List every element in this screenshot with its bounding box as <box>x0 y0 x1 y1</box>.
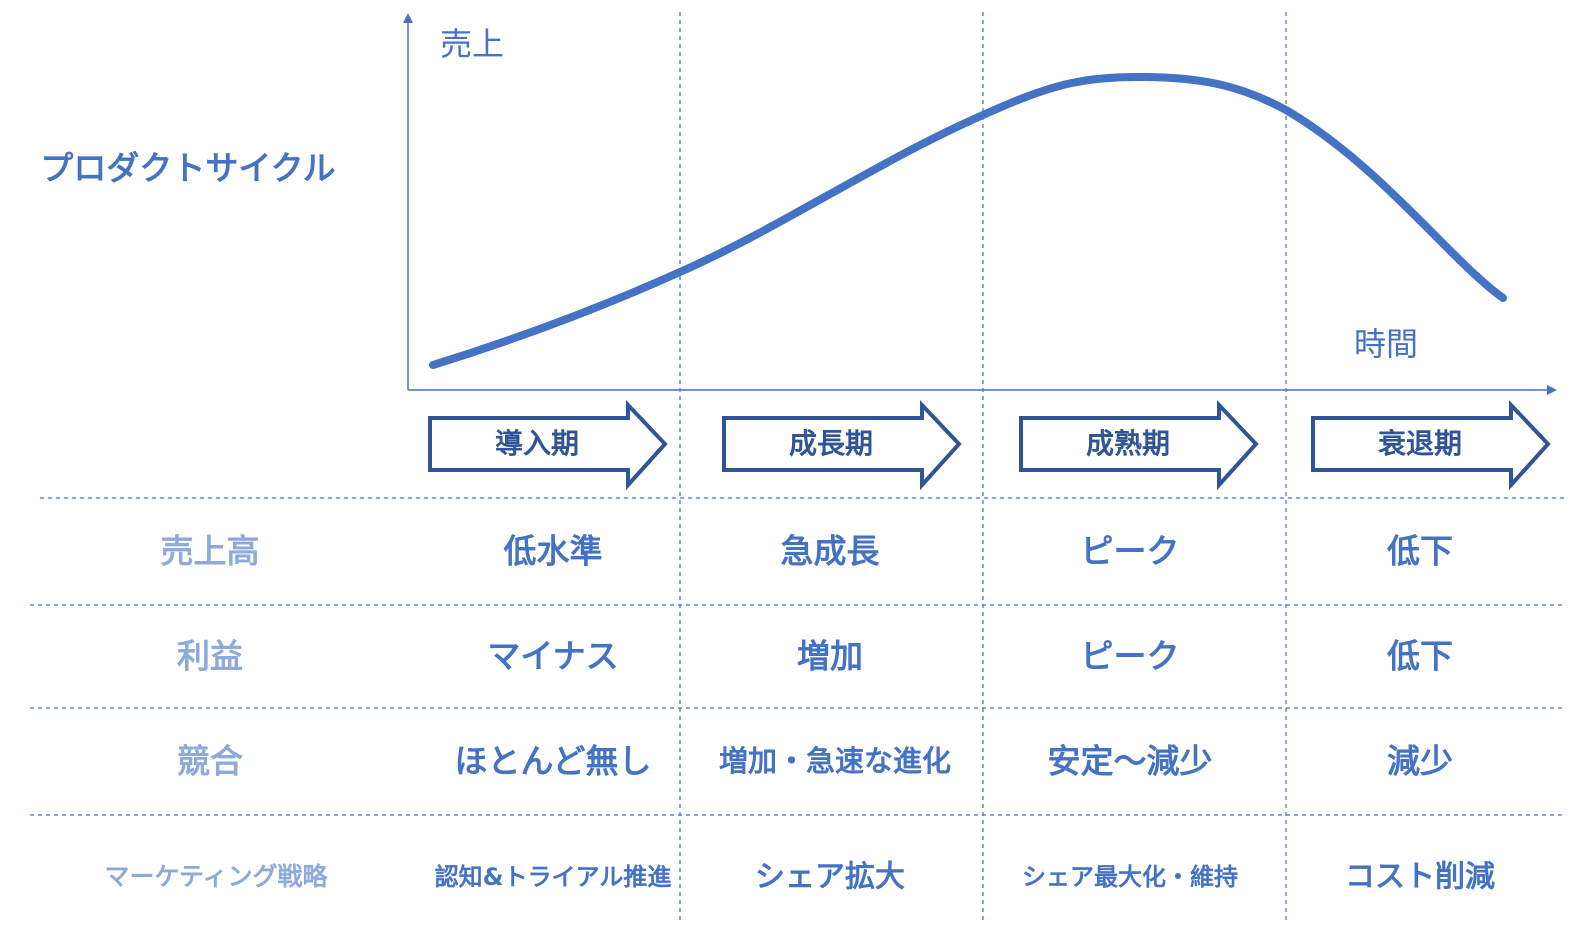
grid <box>30 12 1565 920</box>
cell: マイナス <box>487 637 618 676</box>
row-label: 売上高 <box>161 532 260 571</box>
cell: 低水準 <box>504 532 603 571</box>
cell: 安定～減少 <box>1048 742 1213 781</box>
stage-arrow <box>1019 399 1259 491</box>
y-axis-label: 売上 <box>440 25 504 63</box>
stage-arrow <box>722 399 962 491</box>
cell: 低下 <box>1387 532 1453 571</box>
cell: 急成長 <box>781 532 881 571</box>
cell: コスト削減 <box>1345 860 1495 895</box>
stage-label: 成熟期 <box>1086 427 1170 460</box>
title: プロダクトサイクル <box>40 149 335 188</box>
cell: シェア最大化・維持 <box>1022 863 1238 891</box>
curve <box>429 72 1507 369</box>
cell: ピーク <box>1081 532 1180 571</box>
cell: 増加 <box>797 637 863 676</box>
cell: ほとんど無し <box>454 742 651 781</box>
cell: ピーク <box>1081 637 1180 676</box>
cell: 低下 <box>1387 637 1453 676</box>
stage-label: 成長期 <box>789 427 873 460</box>
stage-arrow <box>428 399 668 491</box>
cell: 減少 <box>1387 742 1453 781</box>
stage-label: 衰退期 <box>1378 427 1462 460</box>
x-axis-label: 時間 <box>1354 325 1418 363</box>
row-label: 競合 <box>177 742 243 781</box>
stage-label: 導入期 <box>495 427 579 460</box>
cell: 増加・急速な進化 <box>719 744 951 778</box>
row-label: 利益 <box>177 637 243 676</box>
row-label: マーケティング戦略 <box>104 862 328 891</box>
cell: シェア拡大 <box>755 860 905 895</box>
stage-arrow <box>1311 399 1551 491</box>
cell: 認知&トライアル推進 <box>435 863 672 891</box>
